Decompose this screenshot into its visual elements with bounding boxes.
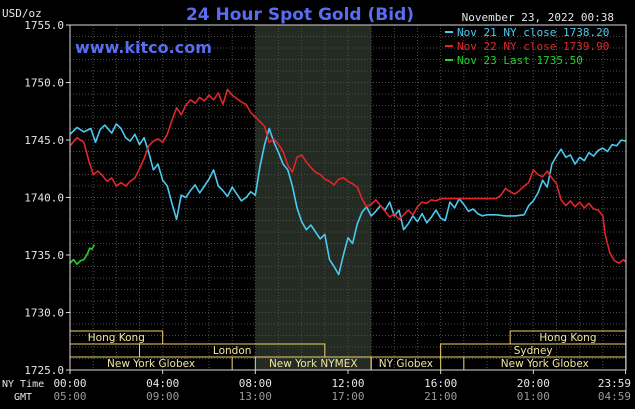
x-tick-label-gmt: 05:00 xyxy=(53,390,86,403)
x-tick-label-gmt: 13:00 xyxy=(239,390,272,403)
session-label: New York Globex xyxy=(501,358,589,370)
grid xyxy=(70,25,626,370)
x-tick-label-ny: 00:00 xyxy=(53,377,86,390)
y-axis-ticks: 1755.0 1750.0 1745.0 1740.0 1735.0 1730.0 1725… xyxy=(24,19,70,377)
x-axis-ny-time-label: NY Time xyxy=(2,379,44,390)
y-tick-label: 1740.0 xyxy=(24,192,64,205)
session-label: New York Globex xyxy=(107,358,195,370)
timestamp: November 23, 2022 00:38 xyxy=(462,11,614,24)
y-axis-unit-label: USD/oz xyxy=(2,7,42,20)
session-label: London xyxy=(213,345,252,357)
series-line xyxy=(69,123,626,276)
series-line xyxy=(69,244,96,265)
y-tick-label: 1745.0 xyxy=(24,134,64,147)
session-label: New York NYMEX xyxy=(269,358,358,370)
x-tick-label-ny: 08:00 xyxy=(239,377,272,390)
x-tick-label-gmt: 04:59 xyxy=(598,390,631,403)
series-line xyxy=(69,88,627,264)
y-tick-label: 1755.0 xyxy=(24,19,64,32)
x-tick-label-ny: 20:00 xyxy=(517,377,550,390)
price-series xyxy=(69,88,627,276)
session-label: Sydney xyxy=(514,345,553,357)
x-axis-gmt-label: GMT xyxy=(14,392,32,403)
session-label: NY Globex xyxy=(379,358,433,370)
x-tick-label-gmt: 09:00 xyxy=(146,390,179,403)
session-label: Hong Kong xyxy=(539,332,596,344)
x-tick-label-ny: 16:00 xyxy=(424,377,457,390)
x-tick-label-gmt: 21:00 xyxy=(424,390,457,403)
x-tick-label-ny: 04:00 xyxy=(146,377,179,390)
legend-entry: Nov 22 NY close 1739.90 xyxy=(457,40,609,53)
x-tick-label-ny: 12:00 xyxy=(331,377,364,390)
x-tick-label-gmt: 01:00 xyxy=(517,390,550,403)
legend-entry: Nov 21 NY close 1738.20 xyxy=(457,26,609,39)
watermark-url: www.kitco.com xyxy=(75,38,212,57)
y-tick-label: 1750.0 xyxy=(24,77,64,90)
legend-entry: Nov 23 Last 1735.50 xyxy=(457,54,583,67)
x-tick-label-ny: 23:59 xyxy=(598,377,631,390)
y-tick-label: 1735.0 xyxy=(24,249,64,262)
x-tick-label-gmt: 17:00 xyxy=(331,390,364,403)
chart-title: 24 Hour Spot Gold (Bid) xyxy=(186,5,414,25)
session-label: Hong Kong xyxy=(88,332,145,344)
y-tick-label: 1725.0 xyxy=(24,364,64,377)
y-tick-label: 1730.0 xyxy=(24,307,64,320)
